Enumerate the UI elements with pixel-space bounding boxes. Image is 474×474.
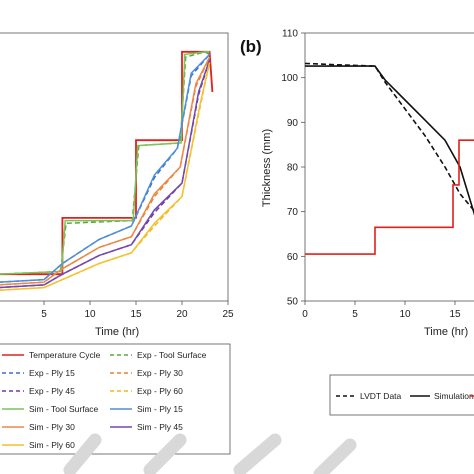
panel-b-y-tick-label: 80 [287,163,299,174]
panel-a-series-group [0,50,214,291]
panel-a-series-sim-ply-30 [0,56,211,286]
panel-a-legend: Temperature Cycle Exp - Tool Surface Exp -… [0,343,231,455]
legend-entry-exp-ply-30: Exp - Ply 30 [137,368,183,378]
panel-b-series-temperature-cycle [305,139,474,255]
panel-b-y-tick-label: 110 [282,29,298,40]
panel-a-x-tick-label: 15 [130,309,142,320]
legend-entry-sim-tool-surface: Sim - Tool Surface [29,404,99,414]
legend-entry-exp-ply-60: Exp - Ply 60 [137,386,183,396]
panel-b-series-group [304,62,474,255]
panel-a-series-sim-tool-surface [0,51,210,275]
panel-a-x-ticks: 5 10 15 20 25 [41,301,234,320]
panel-b-y-tick-label: 50 [287,297,299,308]
legend-entry-simulation: Simulation [434,391,474,401]
panel-b-y-tick-label: 90 [287,118,299,129]
panel-b-x-axis-title: Time (hr) [424,326,468,338]
panel-b-plot-frame [304,32,474,302]
legend-entry-exp-ply-45: Exp - Ply 45 [29,386,75,396]
panel-a-x-tick-label: 5 [41,309,47,320]
legend-entry-lvdt-data: LVDT Data [360,391,402,401]
watermark-strokes [63,433,357,474]
panel-b-series-simulation [305,65,474,216]
panel-a-series-sim-ply-60 [0,62,211,291]
legend-entry-exp-tool-surface: Exp - Tool Surface [137,350,207,360]
legend-entry-sim-ply-30: Sim - Ply 30 [29,422,75,432]
legend-entry-sim-ply-45: Sim - Ply 45 [137,422,183,432]
panel-b-y-tick-label: 60 [287,252,299,263]
panel-a-series-sim-ply-45 [0,59,211,289]
panel-b-y-tick-label: 100 [281,73,298,84]
panel-a-series-exp-tool-surface [0,50,210,275]
panel-a-x-axis-title: Time (hr) [95,326,139,338]
panel-b-y-axis-title: Thickness (mm) [261,129,273,207]
panel-a-plot-frame [0,32,229,302]
panel-a-x-tick-label: 20 [176,309,188,320]
panel-a-legend-box [0,343,231,455]
panel-b-y-tick-label: 70 [287,207,299,218]
panel-b-x-tick-label: 15 [449,309,461,320]
legend-entry-sim-ply-15: Sim - Ply 15 [137,404,183,414]
panel-b-legend-box [329,374,474,416]
panel-b-x-tick-label: 10 [399,309,411,320]
panel-a-x-tick-label: 25 [222,309,234,320]
legend-entry-temperature-cycle: Temperature Cycle [29,350,101,360]
panel-b-x-tick-label: 5 [352,309,358,320]
legend-entry-exp-ply-15: Exp - Ply 15 [29,368,75,378]
panel-a-series-sim-ply-15 [0,53,211,283]
panel-a-x-tick-label: 10 [84,309,96,320]
panel-a-series-exp-ply-60 [0,62,211,291]
panel-a-series-exp-ply-30 [0,56,211,286]
panel-b-series-lvdt-data [304,62,474,212]
panel-b-x-tick-label: 0 [302,309,308,320]
panel-b-y-ticks: 50 60 70 80 90 100 110 [281,29,305,308]
legend-entry-sim-ply-60: Sim - Ply 60 [29,440,75,450]
panel-b-x-ticks: 0 5 10 15 [302,301,461,320]
panel-b-label: (b) [240,37,262,56]
panel-a-chart: 5 10 15 20 25 Time (hr) [0,32,234,338]
panel-b-chart: (b) 50 60 70 80 90 100 110 0 5 10 15 Thickness (m… [240,29,474,338]
panel-b-legend: LVDT Data Simulation [329,374,474,416]
